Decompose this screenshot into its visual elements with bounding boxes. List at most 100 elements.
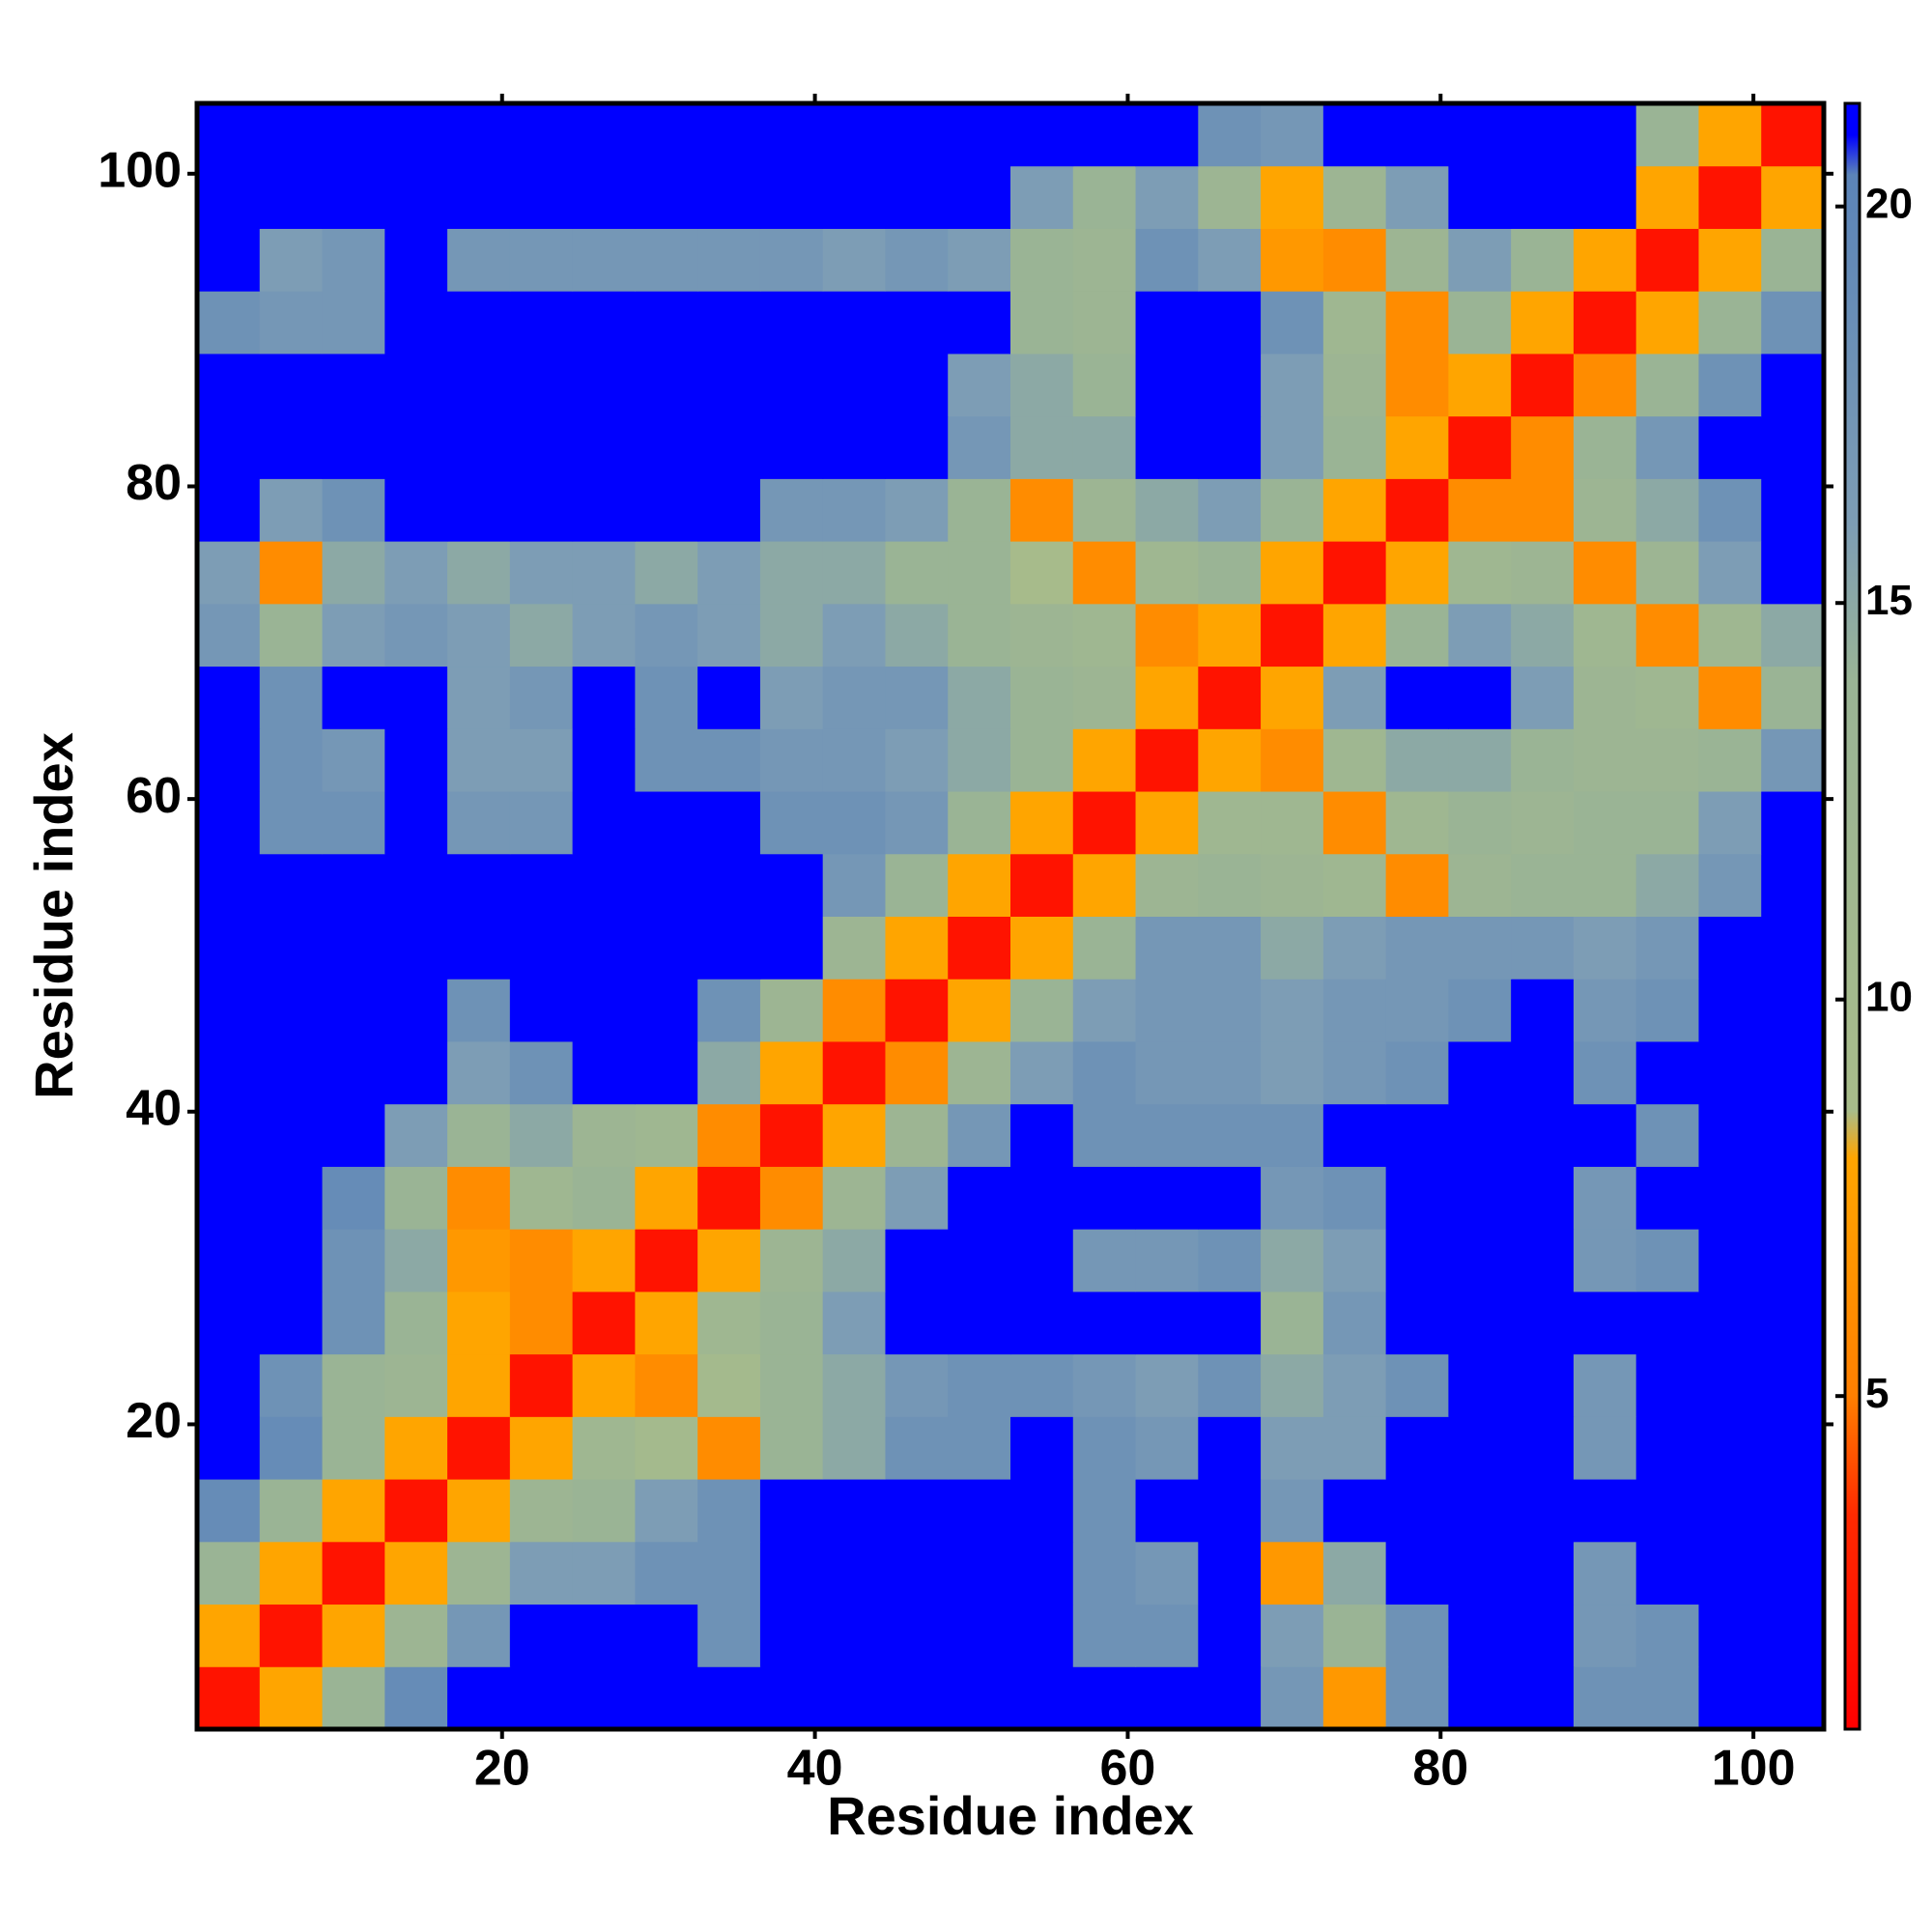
- heatmap-cell: [1385, 728, 1449, 792]
- heatmap-cell: [384, 1229, 448, 1293]
- heatmap-cell: [1322, 478, 1387, 542]
- heatmap-cell: [697, 1541, 761, 1605]
- heatmap-cell: [948, 853, 1011, 917]
- heatmap-cell: [572, 103, 636, 167]
- heatmap-cell: [1761, 1416, 1825, 1480]
- heatmap-cell: [1072, 1666, 1137, 1730]
- heatmap-cell: [1072, 1040, 1137, 1105]
- heatmap-cell: [1198, 291, 1262, 355]
- heatmap-cell: [1698, 1291, 1762, 1355]
- heatmap-cell: [759, 1479, 824, 1543]
- heatmap-cell: [1072, 103, 1137, 167]
- heatmap-cell: [1385, 1166, 1449, 1230]
- heatmap-cell: [1448, 415, 1512, 479]
- heatmap-cell: [384, 916, 448, 980]
- heatmap-cell: [635, 728, 698, 792]
- heatmap-cell: [1761, 979, 1825, 1042]
- heatmap-cell: [1698, 603, 1762, 668]
- heatmap-cell: [509, 1666, 574, 1730]
- heatmap-cell: [509, 1166, 574, 1230]
- heatmap-cell: [1511, 1479, 1575, 1543]
- heatmap-cell: [1573, 853, 1637, 917]
- heatmap-cell: [1261, 478, 1324, 542]
- heatmap-cell: [384, 728, 448, 792]
- heatmap-cell: [1385, 1040, 1449, 1105]
- heatmap-cell: [1198, 603, 1262, 668]
- heatmap-cell: [384, 541, 448, 605]
- heatmap-cell: [447, 1040, 511, 1105]
- heatmap-cell: [572, 853, 636, 917]
- heatmap-cell: [572, 165, 636, 229]
- heatmap-cell: [259, 1541, 324, 1605]
- heatmap-cell: [1448, 353, 1512, 417]
- heatmap-cell: [1511, 1291, 1575, 1355]
- heatmap-cell: [509, 291, 574, 355]
- heatmap-cell: [948, 1353, 1011, 1417]
- heatmap-cell: [384, 853, 448, 917]
- heatmap-cell: [1322, 353, 1387, 417]
- heatmap-cell: [197, 1229, 261, 1293]
- heatmap-cell: [1010, 979, 1074, 1042]
- heatmap-cell: [1261, 1103, 1324, 1167]
- heatmap-cell: [1761, 1291, 1825, 1355]
- heatmap-cell: [1261, 353, 1324, 417]
- heatmap-cell: [447, 916, 511, 980]
- heatmap-cell: [1322, 1416, 1387, 1480]
- heatmap-cell: [1698, 666, 1762, 729]
- heatmap-cell: [509, 853, 574, 917]
- heatmap-cell: [1448, 228, 1512, 292]
- heatmap-cell: [384, 1040, 448, 1105]
- heatmap-cell: [1198, 1353, 1262, 1417]
- heatmap-cell: [384, 979, 448, 1042]
- heatmap-cell: [509, 1541, 574, 1605]
- heatmap-cell: [322, 1416, 385, 1480]
- heatmap-cell: [1010, 291, 1074, 355]
- heatmap-cell: [1261, 1416, 1324, 1480]
- heatmap-cell: [1072, 1291, 1137, 1355]
- heatmap-cell: [447, 1416, 511, 1480]
- heatmap-cell: [384, 791, 448, 855]
- y-axis-title: Residue index: [23, 732, 84, 1099]
- heatmap-cell: [1385, 1479, 1449, 1543]
- heatmap-cell: [509, 1353, 574, 1417]
- heatmap-cell: [447, 415, 511, 479]
- heatmap-cell: [197, 103, 261, 167]
- heatmap-cell: [1385, 979, 1449, 1042]
- heatmap-cell: [197, 1541, 261, 1605]
- heatmap-cell: [635, 291, 698, 355]
- heatmap-cell: [1698, 291, 1762, 355]
- heatmap-cell: [759, 415, 824, 479]
- heatmap-cell: [322, 1541, 385, 1605]
- heatmap-cell: [822, 291, 886, 355]
- x-tick-label: 60: [1100, 1741, 1156, 1797]
- heatmap-cell: [1698, 728, 1762, 792]
- heatmap-cell: [509, 916, 574, 980]
- heatmap-cell: [1698, 103, 1762, 167]
- heatmap-cell: [635, 1479, 698, 1543]
- heatmap-cell: [1448, 291, 1512, 355]
- heatmap-cell: [1573, 103, 1637, 167]
- heatmap-cell: [1198, 353, 1262, 417]
- heatmap-cell: [1261, 916, 1324, 980]
- heatmap-cell: [322, 916, 385, 980]
- heatmap-cell: [384, 1479, 448, 1543]
- heatmap-cell: [1072, 1479, 1137, 1543]
- heatmap-cell: [1448, 979, 1512, 1042]
- heatmap-cell: [259, 1166, 324, 1230]
- heatmap-cell: [1072, 1541, 1137, 1605]
- heatmap-cell: [885, 916, 949, 980]
- heatmap-cell: [197, 791, 261, 855]
- heatmap-cell: [885, 478, 949, 542]
- heatmap-cell: [1448, 478, 1512, 542]
- heatmap-cell: [259, 1416, 324, 1480]
- heatmap-cell: [1261, 1291, 1324, 1355]
- heatmap-cell: [1385, 228, 1449, 292]
- heatmap-cell: [447, 1479, 511, 1543]
- heatmap-cell: [1322, 1229, 1387, 1293]
- heatmap-cell: [822, 603, 886, 668]
- heatmap-cell: [572, 1040, 636, 1105]
- heatmap-cell: [1448, 728, 1512, 792]
- heatmap-cell: [1261, 103, 1324, 167]
- heatmap-cell: [259, 1229, 324, 1293]
- heatmap-cell: [885, 1666, 949, 1730]
